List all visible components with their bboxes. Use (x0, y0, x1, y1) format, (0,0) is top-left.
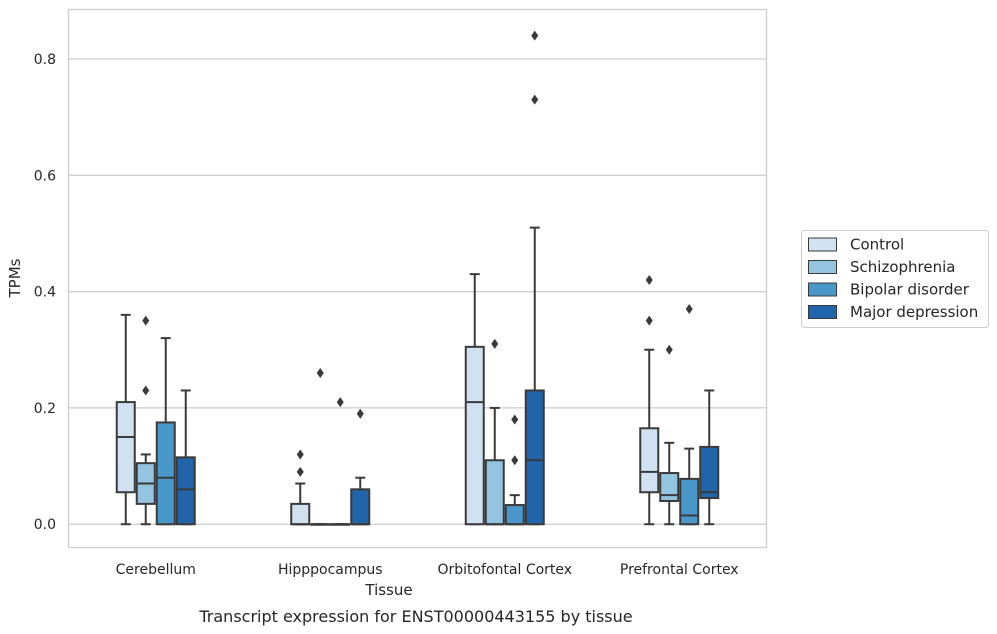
legend-label: Schizophrenia (850, 258, 955, 276)
outlier-point (645, 315, 653, 326)
box-2-2 (504, 414, 525, 526)
box-3-1 (659, 344, 680, 526)
box-2-0 (464, 273, 485, 526)
x-tick-label: Hipppocampus (278, 562, 383, 578)
box-iqr (524, 389, 545, 526)
y-tick-labels: 0.0 0.2 0.4 0.6 0.8 (34, 52, 56, 533)
box-iqr (659, 472, 680, 502)
y-axis-title: TPMs (6, 258, 24, 298)
box-0-1 (135, 315, 156, 526)
legend: Control Schizophrenia Bipolar disorder Majo… (801, 230, 989, 328)
box-iqr (155, 421, 176, 526)
legend-label: Major depression (850, 303, 978, 321)
outlier-point (531, 94, 539, 105)
outlier-point (316, 368, 324, 379)
legend-label: Bipolar disorder (850, 281, 970, 299)
box-3-2 (679, 304, 700, 526)
outlier-point (296, 466, 304, 477)
box-iqr (350, 488, 371, 526)
legend-frame (801, 230, 989, 328)
outlier-point (356, 408, 364, 419)
x-tick-label: Prefrontal Cortex (620, 562, 739, 578)
box-iqr (639, 427, 660, 494)
box-iqr (679, 477, 700, 526)
outlier-point (685, 304, 693, 315)
outlier-point (142, 385, 150, 396)
outlier-point (511, 455, 519, 466)
box-iqr (504, 504, 525, 526)
box-0-0 (115, 313, 136, 526)
y-tick-label: 0.2 (34, 401, 56, 417)
y-tick-label: 0.8 (34, 52, 56, 68)
outlier-point (336, 397, 344, 408)
box-iqr (464, 345, 485, 526)
box-0-2 (155, 337, 176, 526)
legend-swatch (808, 260, 837, 274)
outlier-point (491, 338, 499, 349)
outlier-point (665, 344, 673, 355)
x-tick-label: Cerebellum (116, 562, 196, 578)
x-tick-labels: Cerebellum Hipppocampus Orbitofontal Corte… (116, 562, 739, 578)
outlier-point (296, 449, 304, 460)
box-1-1 (310, 368, 331, 526)
box-iqr (175, 456, 196, 526)
outlier-point (142, 315, 150, 326)
legend-swatch (808, 282, 837, 297)
plot-frame (67, 8, 768, 549)
y-tick-label: 0.6 (34, 168, 56, 184)
legend-swatch (808, 237, 837, 252)
outlier-point (511, 414, 519, 425)
outlier-point (531, 30, 539, 41)
x-tick-label: Orbitofontal Cortex (437, 562, 572, 578)
box-2-1 (484, 338, 505, 526)
box-3-3 (699, 389, 720, 526)
box-iqr (699, 445, 720, 500)
box-1-2 (330, 397, 351, 526)
outlier-point (645, 274, 653, 285)
box-1-0 (290, 449, 311, 526)
legend-label: Control (850, 236, 904, 254)
box-3-0 (639, 274, 660, 526)
boxes (115, 30, 720, 526)
box-iqr (290, 502, 311, 526)
box-0-3 (175, 389, 196, 526)
y-tick-label: 0.4 (34, 285, 56, 301)
box-1-3 (350, 408, 371, 526)
x-axis-title: Tissue (364, 581, 412, 599)
chart-title: Transcript expression for ENST0000044315… (198, 607, 632, 626)
box-iqr (115, 401, 136, 494)
box-2-3 (524, 30, 545, 526)
box-iqr (484, 459, 505, 526)
legend-swatch (808, 305, 837, 319)
y-tick-label: 0.0 (34, 517, 56, 533)
